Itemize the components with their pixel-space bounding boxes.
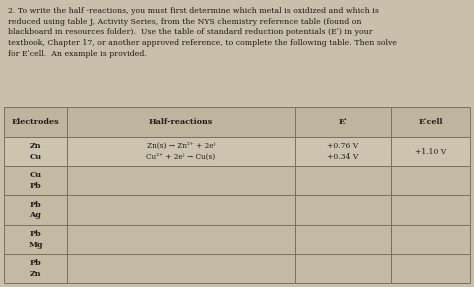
Text: Cu
Pb: Cu Pb: [29, 171, 42, 190]
Text: Eʹ: Eʹ: [338, 118, 347, 126]
Text: +1.10 V: +1.10 V: [415, 148, 446, 156]
Text: Zn(s) → Zn²⁺ + 2e⁾
Cu²⁺ + 2e⁾ → Cu(s): Zn(s) → Zn²⁺ + 2e⁾ Cu²⁺ + 2e⁾ → Cu(s): [146, 142, 216, 161]
Bar: [67, 107, 295, 137]
Bar: [391, 225, 470, 254]
Bar: [295, 137, 391, 166]
Bar: [67, 225, 295, 254]
Bar: [295, 254, 391, 283]
Bar: [67, 254, 295, 283]
Bar: [4, 107, 67, 137]
Text: Electrodes: Electrodes: [12, 118, 59, 126]
Bar: [391, 254, 470, 283]
Bar: [4, 137, 67, 166]
Bar: [67, 137, 295, 166]
Text: Zn
Cu: Zn Cu: [29, 142, 42, 161]
Text: Pb
Mg: Pb Mg: [28, 230, 43, 249]
Bar: [4, 225, 67, 254]
Text: Half-reactions: Half-reactions: [149, 118, 213, 126]
Bar: [295, 166, 391, 195]
Text: 2. To write the half -reactions, you must first determine which metal is oxidize: 2. To write the half -reactions, you mus…: [8, 7, 397, 58]
Bar: [295, 225, 391, 254]
Bar: [295, 195, 391, 225]
Bar: [391, 195, 470, 225]
Bar: [4, 254, 67, 283]
Bar: [4, 195, 67, 225]
Bar: [391, 107, 470, 137]
Text: Pb
Ag: Pb Ag: [29, 201, 41, 219]
Bar: [391, 137, 470, 166]
Bar: [67, 166, 295, 195]
Bar: [4, 166, 67, 195]
Text: Pb
Zn: Pb Zn: [29, 259, 41, 278]
Bar: [391, 166, 470, 195]
Text: +0.76 V
+0.34 V: +0.76 V +0.34 V: [328, 142, 359, 161]
Bar: [67, 195, 295, 225]
Bar: [295, 107, 391, 137]
Text: Eʹcell: Eʹcell: [418, 118, 443, 126]
